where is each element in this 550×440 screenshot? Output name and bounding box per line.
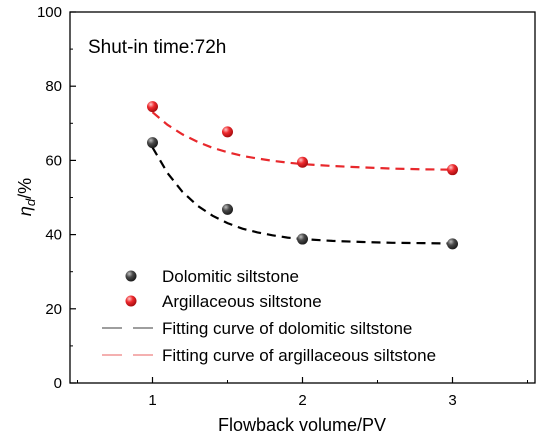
chart-annotation: Shut-in time:72h [88,37,226,58]
data-point [447,238,458,250]
fit-curve [151,111,453,171]
fit-curve [151,146,453,245]
svg-text:ηd/%: ηd/% [15,178,38,216]
data-point [222,203,233,215]
x-tick-label: 1 [148,392,156,409]
legend-label: Fitting curve of argillaceous siltstone [162,346,436,365]
y-tick-label: 80 [45,78,62,95]
data-points [147,101,458,250]
data-point [297,156,308,168]
fit-curves [151,111,453,245]
x-axis-title: Flowback volume/PV [218,415,386,435]
y-tick-label: 60 [45,152,62,169]
legend-label: Argillaceous siltstone [162,292,322,311]
data-point [147,101,158,113]
legend-label: Dolomitic siltstone [162,267,299,286]
y-axis-title-subscript: d [23,198,38,206]
data-point [222,126,233,138]
x-tick-label: 3 [448,392,456,409]
legend: Dolomitic siltstone Argillaceous siltston… [102,267,436,365]
data-point [147,137,158,149]
data-point [447,164,458,176]
y-axis-title: ηd/% [15,178,38,216]
x-tick-label: 2 [298,392,306,409]
y-tick-label: 100 [37,4,62,21]
x-axis: 1 2 3 [77,377,528,409]
legend-marker [125,295,137,307]
y-tick-label: 20 [45,301,62,318]
legend-marker [125,270,137,282]
y-axis-title-symbol: η [15,206,35,216]
y-tick-label: 0 [54,375,62,392]
y-axis: 0 20 40 60 80 100 [37,4,76,392]
y-axis-title-unit: /% [15,178,35,199]
data-point [297,233,308,245]
legend-label: Fitting curve of dolomitic siltstone [162,319,412,338]
y-tick-label: 40 [45,227,62,244]
